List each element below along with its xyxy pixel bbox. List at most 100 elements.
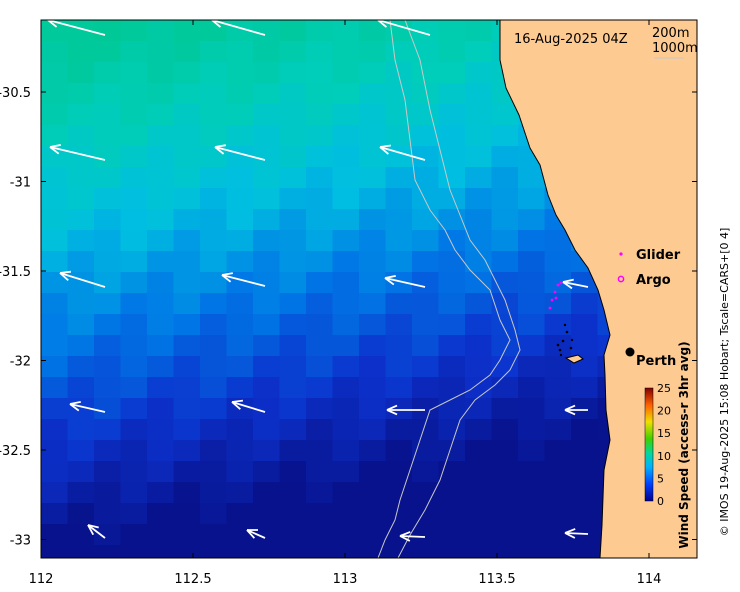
wind-cell [412,524,440,546]
wind-cell [438,503,466,525]
wind-cell [518,461,546,483]
wind-cell [41,314,69,336]
wind-cell [279,335,307,357]
wind-cell [465,62,493,84]
wind-cell [200,482,228,504]
wind-cell [253,524,281,546]
wind-cell [438,230,466,252]
wind-cell [94,356,122,378]
wind-cell [41,524,69,546]
wind-cell [359,314,387,336]
wind-cell [491,419,519,441]
wind-cell [385,419,413,441]
wind-cell [306,482,334,504]
wind-cell [359,440,387,462]
wind-cell [438,146,466,168]
lon-tick-label: 112 [29,572,54,587]
wind-cell [41,419,69,441]
wind-arrow-head [564,532,576,539]
wind-cell [41,209,69,231]
wind-cell [173,251,201,273]
wind-cell [226,503,254,525]
wind-cell [173,461,201,483]
wind-cell [41,272,69,294]
wind-cell [94,440,122,462]
wind-cell [332,41,360,63]
wind-cell [253,41,281,63]
wind-cell [41,377,69,399]
wind-cell [518,545,546,558]
wind-cell [67,482,95,504]
wind-cell [200,188,228,210]
wind-cell [465,335,493,357]
wind-cell [226,188,254,210]
wind-cell [279,209,307,231]
wind-cell [359,62,387,84]
wind-cell [120,356,148,378]
wind-cell [226,335,254,357]
wind-cell [332,398,360,420]
wind-cell [544,503,572,525]
wind-cell [359,398,387,420]
wind-cell [41,125,69,147]
wind-cell [94,209,122,231]
wind-cell [67,545,95,558]
wind-cell [544,251,572,273]
wind-cell [306,104,334,126]
wind-cell [200,398,228,420]
wind-cell [465,167,493,189]
wind-cell [571,272,599,294]
wind-arrow [47,20,106,36]
wind-cell [120,20,148,42]
wind-cell [41,41,69,63]
wind-cell [279,461,307,483]
wind-cell [120,377,148,399]
wind-cell [253,167,281,189]
wind-cell [120,167,148,189]
wind-cell [200,503,228,525]
wind-arrow [564,532,589,535]
wind-cell [120,251,148,273]
wind-cell [465,188,493,210]
wind-cell [147,272,175,294]
wind-cell [173,125,201,147]
wind-cell [359,188,387,210]
timestamp-label: 16-Aug-2025 04Z [514,32,628,47]
wind-cell [120,188,148,210]
wind-cell [306,146,334,168]
wind-cell [359,356,387,378]
lon-tick-label: 114 [637,572,662,587]
wind-cell [253,398,281,420]
wind-cell [147,419,175,441]
wind-cell [412,62,440,84]
wind-cell [200,356,228,378]
wind-cell [173,146,201,168]
wind-cell [94,125,122,147]
wind-arrow [49,146,106,161]
wind-cell [332,461,360,483]
wind-cell [359,125,387,147]
rottnest-island [564,354,584,364]
wind-arrow-head [386,404,398,411]
wind-cell [306,293,334,315]
wind-cell [518,251,546,273]
wind-cell [41,293,69,315]
wind-cell [173,20,201,42]
wind-cell [438,314,466,336]
wind-cell [120,293,148,315]
wind-cell [67,230,95,252]
wind-arrow [87,524,106,539]
wind-arrow-head [379,144,392,148]
colorbar-scale [644,387,654,502]
wind-cell [438,524,466,546]
wind-cell [491,251,519,273]
wind-cell [67,314,95,336]
wind-cell [226,377,254,399]
colorbar-tick-label: 25 [657,382,671,395]
wind-arrow [399,535,426,538]
wind-cell [200,62,228,84]
wind-cell [226,41,254,63]
wind-cell [518,503,546,525]
wind-cell [491,356,519,378]
wind-cell [491,146,519,168]
